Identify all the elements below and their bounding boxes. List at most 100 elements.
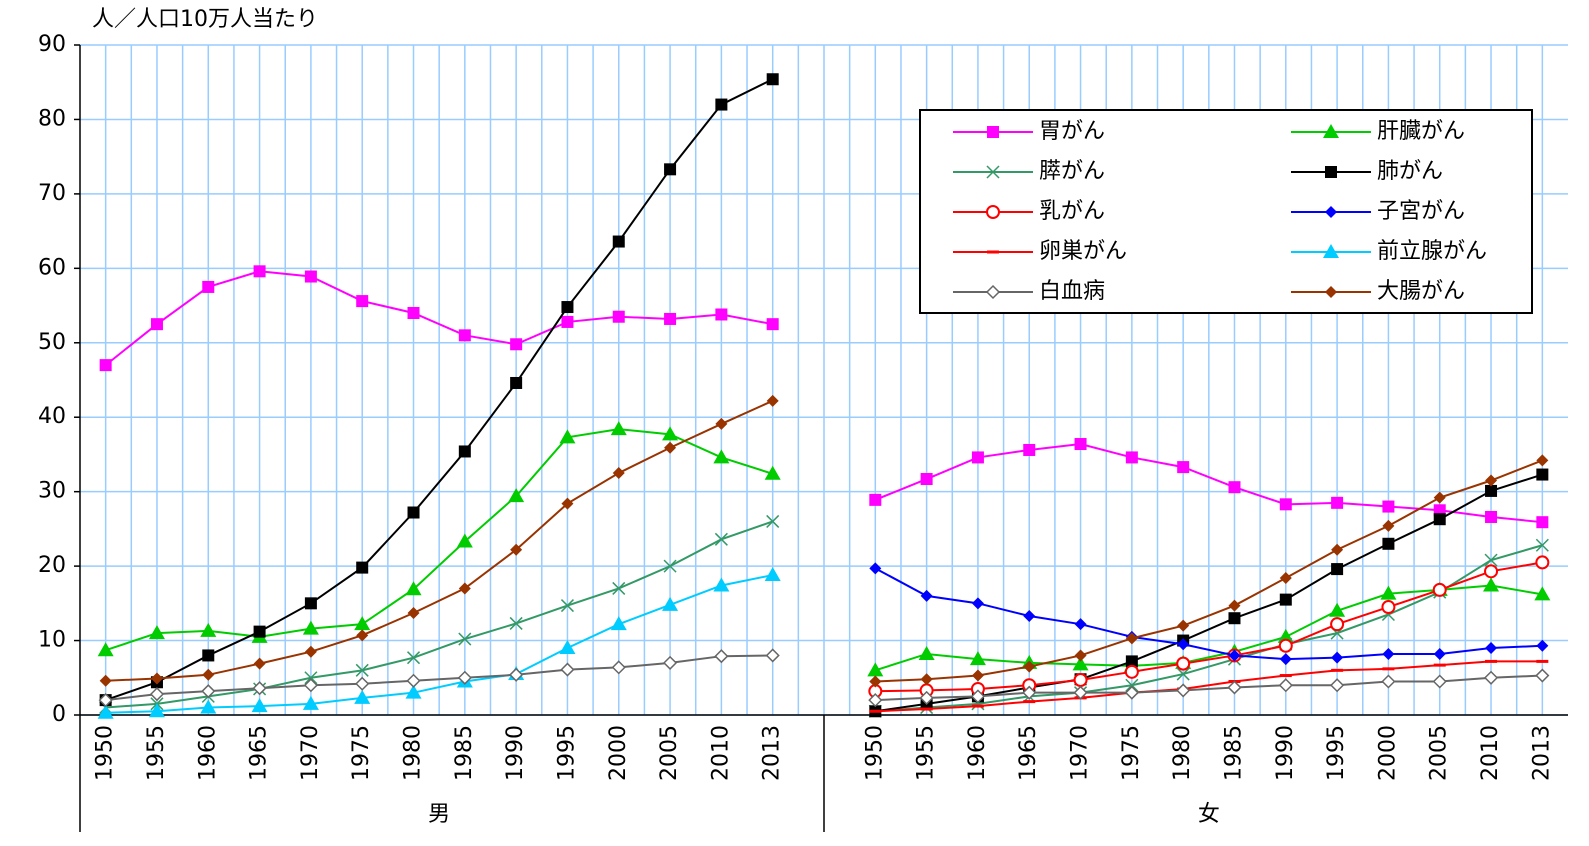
- data-point: [1228, 481, 1241, 494]
- x-tick-label: 1955: [914, 725, 939, 781]
- data-point: [1536, 454, 1549, 467]
- data-point: [97, 704, 114, 719]
- series-line: [105, 520, 774, 709]
- x-tick-label: 2000: [606, 725, 631, 781]
- y-tick-label: 90: [38, 32, 66, 57]
- data-point: [1124, 685, 1139, 700]
- data-point: [1125, 451, 1138, 464]
- data-point: [1331, 651, 1344, 664]
- data-point: [1382, 500, 1395, 513]
- data-point: [1125, 655, 1138, 668]
- legend-marker: [1325, 206, 1337, 218]
- data-point: [766, 394, 779, 407]
- data-point: [1534, 586, 1551, 601]
- data-point: [1279, 653, 1292, 666]
- y-tick-label: 70: [38, 181, 66, 206]
- series-line: [105, 399, 774, 682]
- data-point: [202, 280, 215, 293]
- data-point: [150, 672, 163, 685]
- data-point: [1074, 618, 1087, 631]
- data-point: [200, 699, 217, 714]
- data-point: [1433, 491, 1446, 504]
- x-tick-label: 2010: [708, 725, 733, 781]
- legend-label: 乳がん: [1039, 199, 1105, 224]
- data-point: [406, 651, 421, 665]
- legend-marker: [1323, 124, 1339, 138]
- data-point: [1176, 667, 1190, 681]
- data-point: [559, 429, 576, 444]
- data-point: [612, 310, 625, 323]
- data-point: [1381, 674, 1396, 689]
- data-point: [664, 312, 677, 325]
- x-tick-label: 1990: [1273, 725, 1298, 781]
- y-tick-label: 80: [38, 106, 66, 131]
- data-point: [1484, 553, 1498, 567]
- data-point: [149, 687, 165, 702]
- x-tick-label: 1995: [554, 725, 579, 781]
- data-point: [1074, 649, 1087, 662]
- data-point: [766, 514, 780, 528]
- data-point: [713, 449, 730, 464]
- data-point: [869, 562, 882, 575]
- data-point: [869, 493, 882, 506]
- data-point: [714, 649, 729, 664]
- data-point: [1228, 612, 1241, 625]
- legend-marker: [1325, 286, 1337, 298]
- series-line: [875, 660, 1543, 713]
- data-point: [715, 308, 728, 321]
- data-point: [509, 616, 523, 630]
- data-point: [1074, 438, 1087, 451]
- series-line: [875, 584, 1543, 672]
- y-tick-label: 50: [38, 330, 66, 355]
- series-line: [105, 428, 773, 652]
- data-point: [99, 674, 112, 687]
- data-point: [663, 559, 677, 573]
- data-point: [1228, 649, 1241, 662]
- data-point: [200, 622, 217, 637]
- series-line: [875, 674, 1543, 702]
- x-tick-label: 1990: [503, 725, 528, 781]
- series-line: [875, 544, 1543, 713]
- data-point: [714, 532, 728, 546]
- data-point: [1536, 639, 1549, 652]
- group-label: 男: [428, 802, 450, 827]
- data-point: [304, 270, 317, 283]
- data-point: [1279, 498, 1292, 511]
- data-point: [407, 506, 420, 519]
- data-point: [1279, 572, 1292, 585]
- data-point: [1380, 585, 1397, 600]
- data-point: [612, 467, 625, 480]
- data-point: [1535, 555, 1550, 570]
- legend-label: 前立腺がん: [1377, 239, 1487, 264]
- x-tick-label: 1975: [349, 725, 374, 781]
- data-point: [918, 645, 935, 660]
- data-point: [1433, 647, 1446, 660]
- data-point: [971, 669, 984, 682]
- x-tick-label: 1960: [195, 725, 220, 781]
- data-point: [1072, 656, 1089, 671]
- data-point: [303, 678, 318, 693]
- data-point: [1433, 513, 1446, 526]
- y-tick-label: 40: [38, 404, 66, 429]
- data-point: [150, 318, 163, 331]
- x-tick-label: 1950: [862, 725, 887, 781]
- data-point: [1073, 673, 1088, 688]
- data-point: [356, 561, 369, 574]
- data-point: [1331, 496, 1344, 509]
- data-point: [1382, 537, 1395, 550]
- legend-marker: [1325, 166, 1337, 178]
- data-point: [561, 301, 574, 314]
- x-tick-label: 2013: [760, 725, 785, 781]
- x-tick-label: 1985: [452, 725, 477, 781]
- data-point: [919, 690, 934, 705]
- legend-marker: [986, 205, 1000, 219]
- data-point: [1177, 638, 1190, 651]
- data-point: [406, 673, 421, 688]
- data-point: [1278, 678, 1293, 693]
- data-point: [1536, 468, 1549, 481]
- data-point: [765, 648, 780, 663]
- legend-marker: [986, 165, 1000, 179]
- data-point: [1023, 443, 1036, 456]
- legend-marker: [985, 284, 1001, 300]
- data-point: [356, 629, 369, 642]
